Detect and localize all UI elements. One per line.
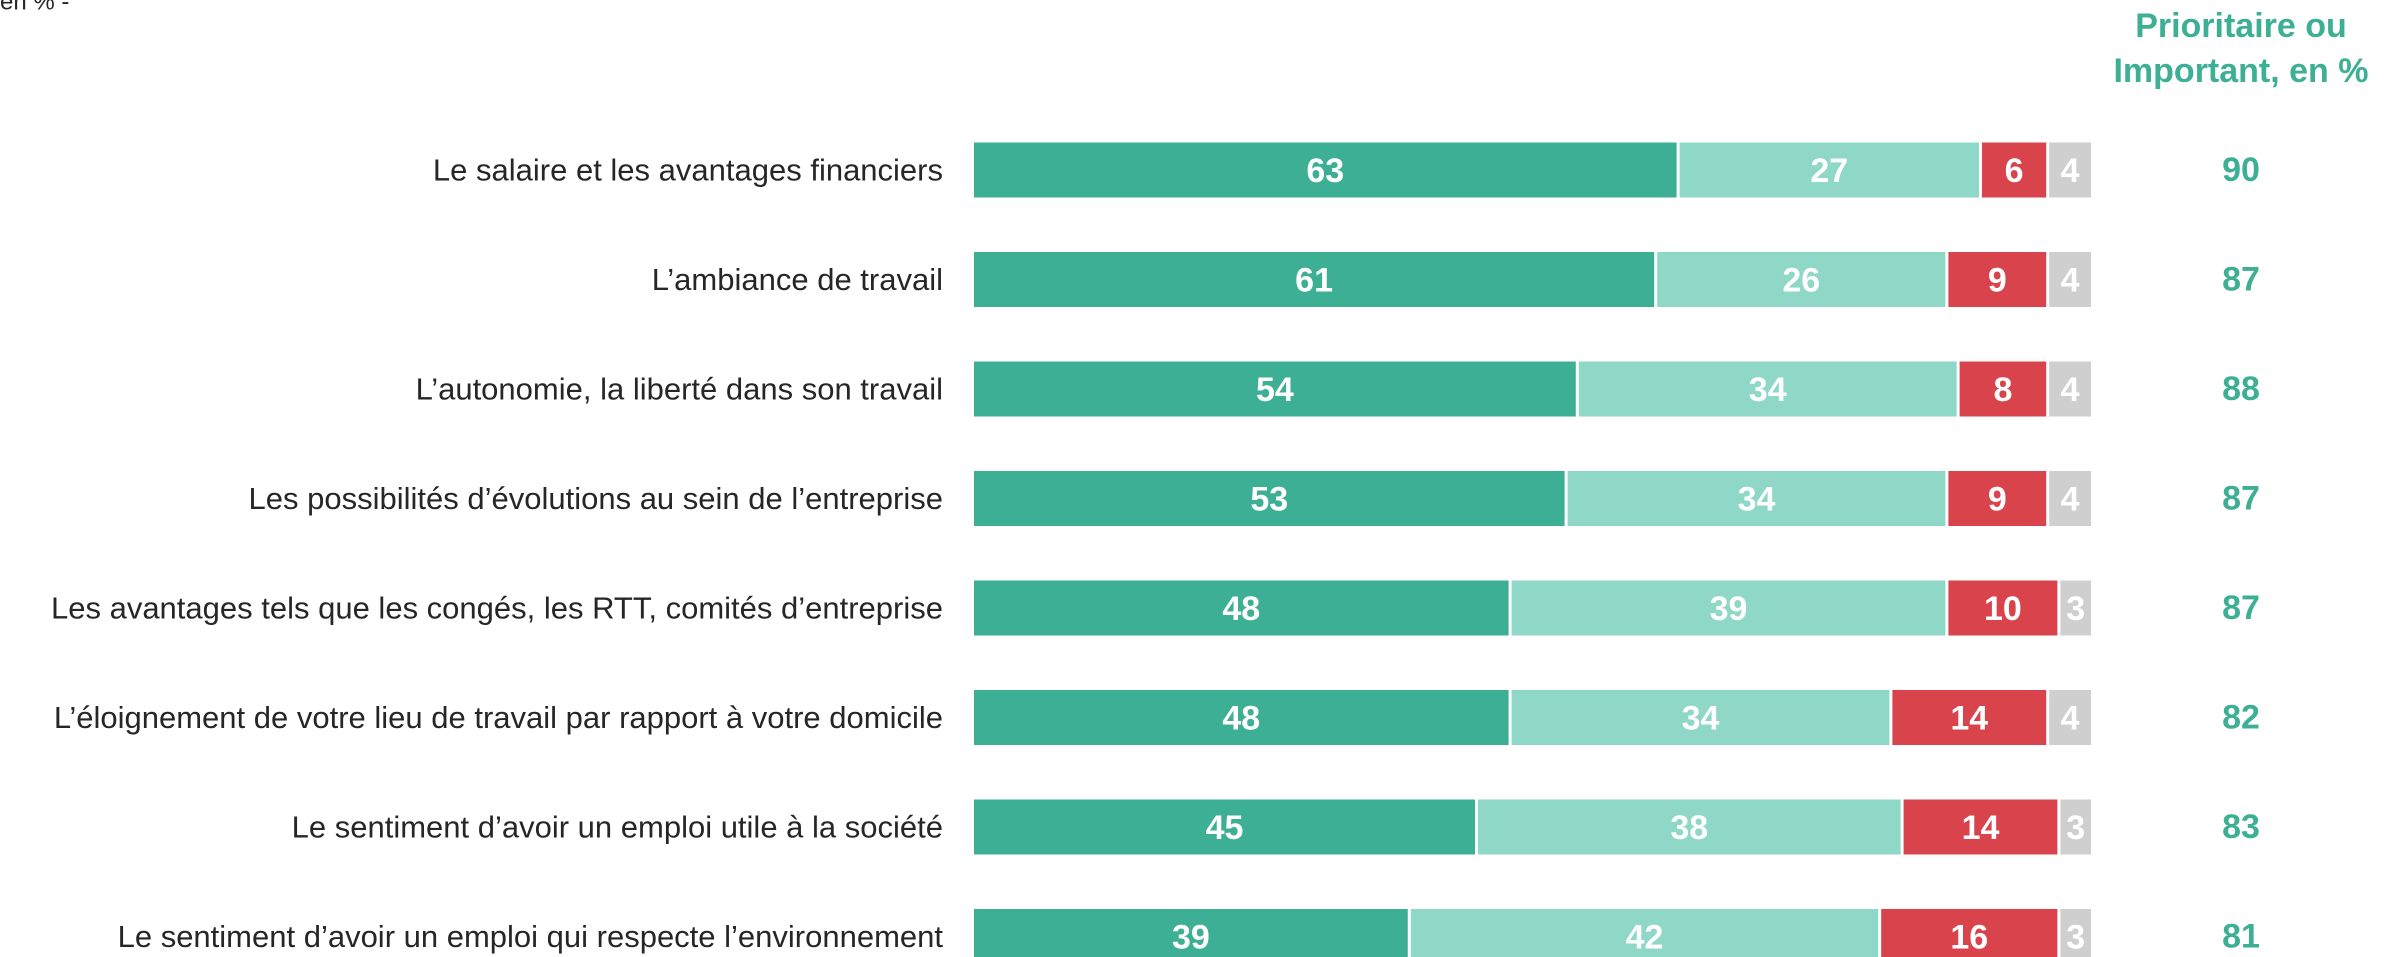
bar-segment <box>1982 142 2047 198</box>
bar-segment <box>2060 799 2091 855</box>
total-label: 90 <box>2222 151 2260 189</box>
bar-segment <box>974 471 1565 526</box>
bar-segment <box>974 252 1655 307</box>
bar-segment <box>974 580 1509 636</box>
segment-label: 26 <box>1782 262 1820 300</box>
bar-segment <box>2049 252 2091 307</box>
segment-label: 16 <box>1950 919 1988 957</box>
segment-label: 14 <box>1950 700 1988 738</box>
segment-label: 4 <box>2061 262 2080 300</box>
category-label: L’éloignement de votre lieu de travail p… <box>54 700 943 735</box>
segment-label: 61 <box>1295 262 1333 300</box>
bar-segment <box>974 909 1408 957</box>
bar-segment <box>1511 580 1946 636</box>
bar-segment <box>2049 142 2091 198</box>
bar-segment <box>1959 361 2047 417</box>
bar-segment <box>2049 471 2091 526</box>
segment-label: 34 <box>1682 700 1720 738</box>
bar-segment <box>1410 909 1879 957</box>
segment-label: 42 <box>1626 919 1664 957</box>
category-label: Le sentiment d’avoir un emploi qui respe… <box>118 919 944 954</box>
bar-segment <box>1679 142 1979 198</box>
segment-label: 4 <box>2061 371 2080 409</box>
bar-segment <box>1903 799 2058 855</box>
category-label: L’autonomie, la liberté dans son travail <box>416 372 943 407</box>
segment-label: 34 <box>1749 371 1787 409</box>
segment-label: 14 <box>1962 809 2000 847</box>
segment-label: 38 <box>1670 809 1708 847</box>
total-header: Prioritaire ou <box>2135 7 2347 45</box>
segment-label: 4 <box>2061 481 2080 519</box>
bar-segment <box>1881 909 2058 957</box>
bar-segment <box>2049 361 2091 417</box>
bar-segment <box>974 142 1677 198</box>
bar-segment <box>1578 361 1957 417</box>
segment-label: 3 <box>2066 809 2085 847</box>
category-label: Les possibilités d’évolutions au sein de… <box>249 481 943 516</box>
segment-label: 48 <box>1222 700 1260 738</box>
segment-label: 39 <box>1710 590 1748 628</box>
bar-segment <box>1892 690 2047 745</box>
segment-label: 9 <box>1988 262 2007 300</box>
total-label: 87 <box>2222 261 2260 299</box>
segment-label: 39 <box>1172 919 1210 957</box>
bar-segment <box>2060 580 2091 636</box>
category-label: Les avantages tels que les congés, les R… <box>51 591 943 626</box>
bar-segment <box>2049 690 2091 745</box>
bar-segment <box>974 690 1509 745</box>
bar-segment <box>1948 471 2047 526</box>
segment-label: 45 <box>1206 809 1244 847</box>
bar-segment <box>2060 909 2091 957</box>
bar-segment <box>1657 252 1946 307</box>
subtitle: en % - <box>0 0 69 16</box>
segment-label: 63 <box>1306 152 1344 190</box>
segment-label: 10 <box>1984 590 2022 628</box>
total-label: 87 <box>2222 589 2260 627</box>
segment-label: 27 <box>1810 152 1848 190</box>
segment-label: 4 <box>2061 152 2080 190</box>
bar-segment <box>1511 690 1890 745</box>
total-label: 88 <box>2222 370 2260 408</box>
category-label: Le salaire et les avantages financiers <box>433 153 943 188</box>
segment-label: 4 <box>2061 700 2080 738</box>
total-header: Important, en % <box>2113 52 2368 90</box>
category-label: L’ambiance de travail <box>652 262 943 297</box>
segment-label: 34 <box>1738 481 1776 519</box>
segment-label: 3 <box>2066 919 2085 957</box>
bar-segment <box>1478 799 1901 855</box>
total-label: 82 <box>2222 699 2260 737</box>
bar-segment <box>1948 252 2047 307</box>
bar-segment <box>1948 580 2058 636</box>
bar-segment <box>974 361 1576 417</box>
segment-label: 8 <box>1993 371 2012 409</box>
total-label: 87 <box>2222 480 2260 518</box>
bar-segment <box>1567 471 1946 526</box>
total-label: 83 <box>2222 808 2260 846</box>
segment-label: 53 <box>1250 481 1288 519</box>
total-label: 81 <box>2222 918 2260 956</box>
segment-label: 9 <box>1988 481 2007 519</box>
segment-label: 54 <box>1256 371 1294 409</box>
segment-label: 48 <box>1222 590 1260 628</box>
bar-segment <box>974 799 1475 855</box>
segment-label: 3 <box>2066 590 2085 628</box>
segment-label: 6 <box>2005 152 2024 190</box>
category-label: Le sentiment d’avoir un emploi utile à l… <box>292 810 943 845</box>
